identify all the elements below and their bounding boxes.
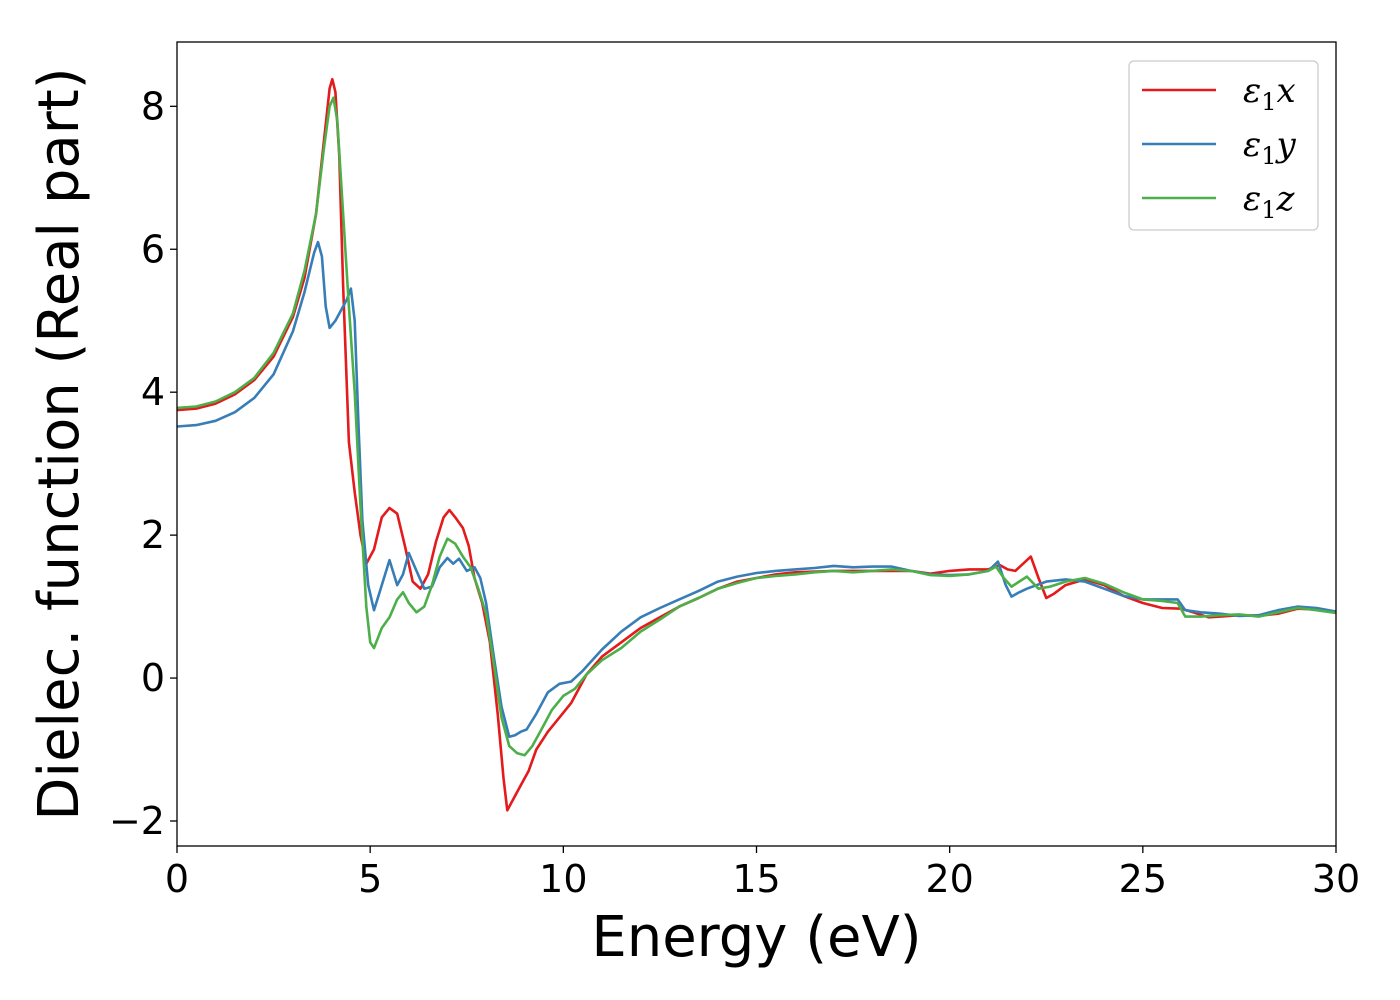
- y-axis: −2 0 2 4 6 8: [109, 84, 177, 843]
- legend-box: [1128, 60, 1319, 231]
- y-tick-label: 6: [141, 227, 165, 271]
- legend-label: ε1x: [1243, 71, 1296, 116]
- legend-label: ε1z: [1243, 179, 1296, 224]
- y-tick-label: 4: [141, 370, 165, 414]
- legend-label: ε1y: [1243, 125, 1297, 170]
- y-axis-title: Dielec. function (Real part): [27, 67, 92, 820]
- x-tick-label: 0: [165, 857, 189, 901]
- legend-entry-z: ε1z: [1142, 179, 1296, 224]
- series-layer: [177, 77, 1336, 812]
- y-tick-label: 8: [141, 84, 165, 128]
- x-tick-label: 10: [539, 857, 587, 901]
- y-tick-label: 0: [141, 656, 165, 700]
- x-tick-label: 30: [1312, 857, 1360, 901]
- y-tick-label: −2: [109, 799, 165, 843]
- x-axis: 0 5 10 15 20 25 30: [165, 846, 1360, 901]
- x-tick-label: 20: [925, 857, 973, 901]
- x-tick-label: 15: [732, 857, 780, 901]
- series-line-x: [177, 77, 1336, 812]
- legend-entry-x: ε1x: [1142, 71, 1296, 116]
- x-tick-label: 5: [358, 857, 382, 901]
- legend: ε1x ε1y ε1z: [1128, 60, 1319, 231]
- x-tick-label: 25: [1119, 857, 1167, 901]
- legend-entry-y: ε1y: [1142, 125, 1297, 170]
- y-tick-label: 2: [141, 513, 165, 557]
- x-axis-title: Energy (eV): [591, 905, 921, 970]
- series-line-z: [177, 96, 1336, 757]
